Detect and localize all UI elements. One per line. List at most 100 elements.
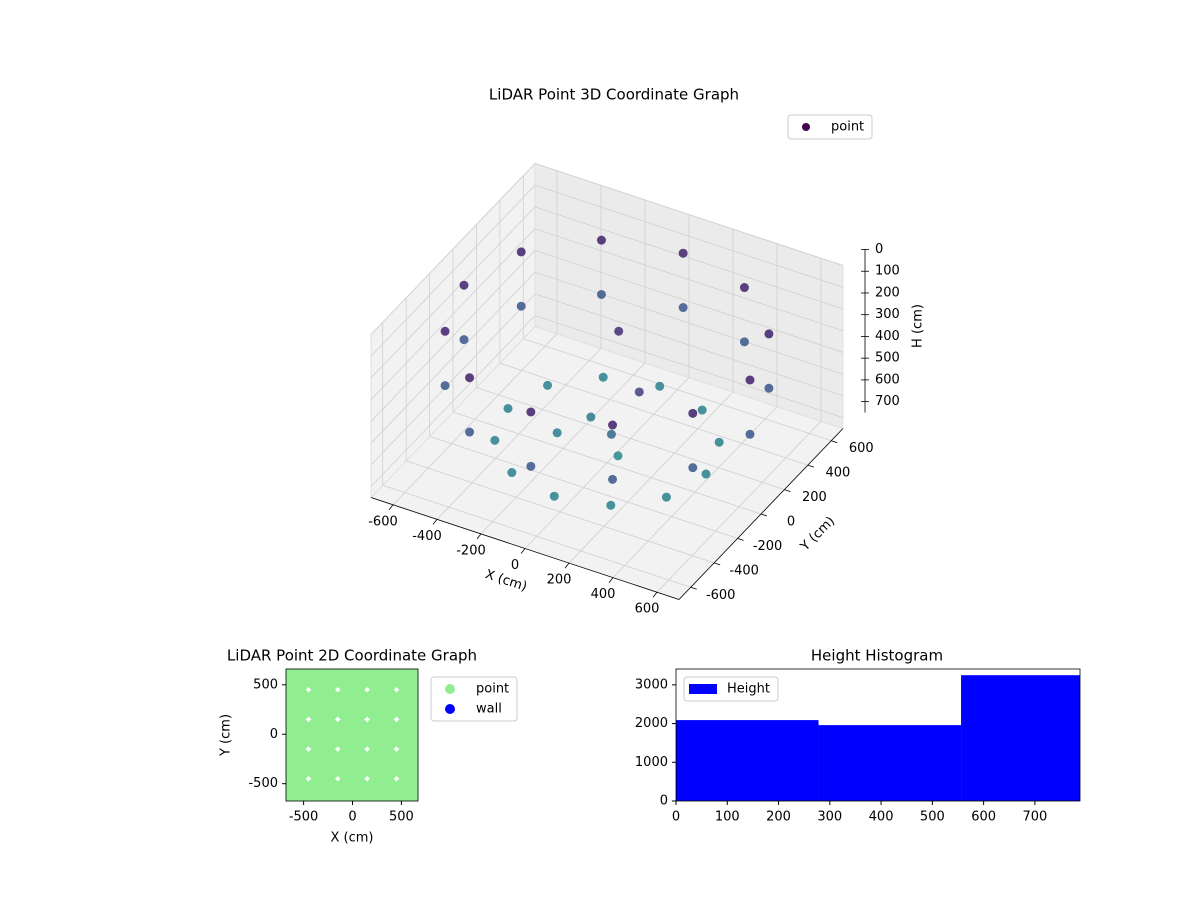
x-tick-label: 400	[591, 587, 616, 602]
y-tick-label: 600	[849, 441, 874, 456]
grid-line	[370, 228, 536, 400]
point	[362, 669, 401, 694]
x-tick-label: 200	[547, 573, 572, 588]
point	[440, 326, 450, 336]
tick-mark	[760, 513, 768, 517]
x-tick-label: 600	[971, 810, 996, 825]
point	[440, 381, 450, 391]
grid-line	[429, 436, 738, 539]
tick-mark	[476, 533, 482, 540]
point	[688, 408, 698, 418]
y-tick-label: 1000	[635, 755, 668, 770]
tick-mark	[432, 519, 438, 525]
point	[661, 492, 671, 502]
y-tick-label: 0	[787, 515, 795, 530]
point	[392, 669, 418, 694]
point	[613, 451, 623, 461]
legend-box	[430, 676, 518, 722]
point	[465, 373, 475, 383]
grid-line	[370, 293, 536, 466]
point	[286, 685, 313, 724]
z-tick-label: 500	[875, 351, 900, 366]
point	[333, 669, 372, 694]
tick-mark	[714, 562, 721, 566]
point	[745, 429, 755, 439]
point	[304, 774, 343, 801]
x-axis	[370, 497, 680, 600]
y-axis-label: Y (cm)	[219, 714, 234, 757]
z-tick-label: 100	[875, 264, 900, 279]
point	[490, 435, 500, 445]
point	[333, 685, 372, 724]
point	[543, 380, 553, 390]
point	[459, 335, 469, 345]
z-tick-label: 0	[875, 242, 883, 257]
y-tick-label: 200	[802, 490, 827, 505]
grid-line	[370, 250, 536, 422]
point	[678, 248, 688, 258]
x-tick-label: -400	[412, 529, 442, 544]
z-tick-label: 700	[875, 394, 900, 409]
legend-marker	[802, 123, 810, 131]
point	[333, 715, 372, 754]
point	[596, 235, 606, 245]
tick-mark	[388, 504, 394, 511]
point	[333, 774, 372, 801]
point	[549, 491, 559, 501]
grid-line	[534, 315, 844, 419]
x-tick-label: 300	[817, 810, 842, 825]
y-tick-label: 0	[270, 727, 278, 742]
grid-line	[370, 315, 536, 487]
x-tick-label: 200	[766, 810, 791, 825]
z-axis-label: H (cm)	[911, 304, 926, 348]
tick-mark	[564, 562, 570, 569]
grid-line	[523, 338, 832, 442]
y-tick-label: 2000	[635, 716, 668, 731]
x-tick-label: 0	[672, 810, 680, 825]
point	[503, 403, 513, 413]
z-tick-label: 600	[875, 372, 900, 387]
legend-box	[787, 114, 873, 140]
grid-line	[370, 271, 536, 444]
point	[688, 463, 698, 473]
x-tick-label: -500	[289, 810, 319, 825]
bar	[676, 720, 819, 801]
legend-marker	[445, 704, 455, 714]
legend-label: point	[831, 120, 864, 135]
chart-2d: point wall -500 0 500 -500 0 500 LiDAR Point 2D …	[219, 647, 518, 846]
point	[286, 744, 313, 783]
x-tick-label: 500	[920, 810, 945, 825]
z-tick-label: 400	[875, 329, 900, 344]
point	[362, 744, 401, 783]
point	[714, 437, 724, 447]
point	[362, 715, 401, 754]
grid-line	[370, 206, 536, 379]
point	[392, 715, 418, 754]
x-tick-label: -200	[456, 543, 486, 558]
tick-mark	[520, 548, 526, 554]
point	[392, 744, 418, 783]
point	[459, 280, 469, 290]
x-tick-label: 500	[389, 810, 414, 825]
tick-mark	[737, 538, 744, 541]
point	[697, 405, 707, 415]
point	[507, 468, 517, 478]
grid-line	[534, 293, 844, 397]
point	[392, 685, 418, 724]
plot-area	[286, 669, 418, 801]
chart-title: Height Histogram	[811, 647, 943, 665]
y-tick-label: -600	[706, 588, 736, 603]
point	[333, 744, 372, 783]
point	[304, 685, 343, 724]
bar	[961, 675, 1080, 801]
grid-line	[534, 163, 844, 266]
grid-line	[534, 271, 844, 375]
point	[678, 303, 688, 313]
point	[516, 247, 526, 257]
point	[598, 372, 608, 382]
grid-line	[534, 228, 844, 332]
y-tick-label: 400	[825, 466, 850, 481]
point	[552, 428, 562, 438]
point	[745, 375, 755, 385]
bar	[818, 725, 962, 801]
